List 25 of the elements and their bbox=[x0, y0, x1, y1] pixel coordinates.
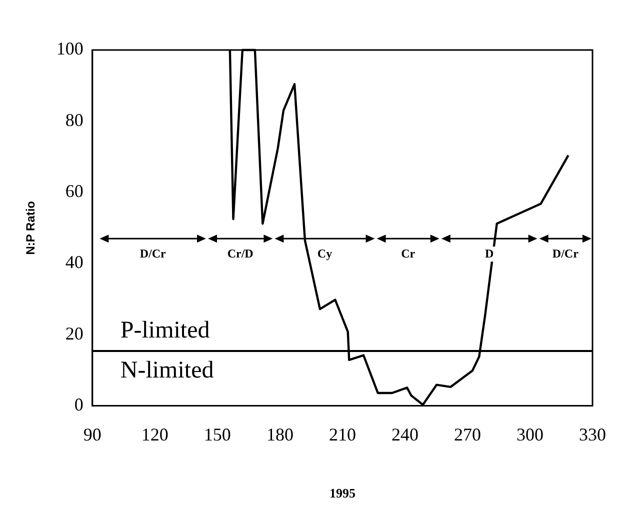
annotation: N-limited bbox=[120, 357, 214, 384]
x-axis-title: 1995 bbox=[329, 486, 356, 501]
annotation: Cr bbox=[401, 246, 416, 261]
annotation: Cr/D bbox=[227, 246, 254, 261]
annotation: D/Cr bbox=[552, 246, 580, 261]
y-tick-label: 100 bbox=[56, 38, 84, 59]
x-tick-label: 120 bbox=[141, 424, 168, 444]
annotation: Cy bbox=[317, 246, 332, 261]
annotation: D/Cr bbox=[140, 246, 166, 261]
x-tick-label: 330 bbox=[579, 424, 606, 444]
x-tick-label: 240 bbox=[391, 424, 418, 444]
x-tick-label: 210 bbox=[328, 424, 356, 444]
y-tick-label: 40 bbox=[65, 252, 84, 272]
x-tick-label: 300 bbox=[516, 424, 544, 444]
y-tick-label: 80 bbox=[65, 110, 84, 130]
annotation: P-limited bbox=[120, 317, 210, 344]
annotation: D bbox=[485, 246, 494, 261]
y-tick-label: 20 bbox=[65, 323, 84, 344]
x-tick-label: 90 bbox=[83, 424, 102, 444]
y-tick-label: 0 bbox=[74, 394, 84, 415]
x-tick-label: 150 bbox=[204, 424, 231, 444]
x-tick-label: 270 bbox=[454, 424, 481, 444]
y-axis-title: N:P Ratio bbox=[24, 201, 38, 255]
x-tick-label: 180 bbox=[266, 424, 294, 444]
y-tick-label: 60 bbox=[65, 181, 84, 202]
